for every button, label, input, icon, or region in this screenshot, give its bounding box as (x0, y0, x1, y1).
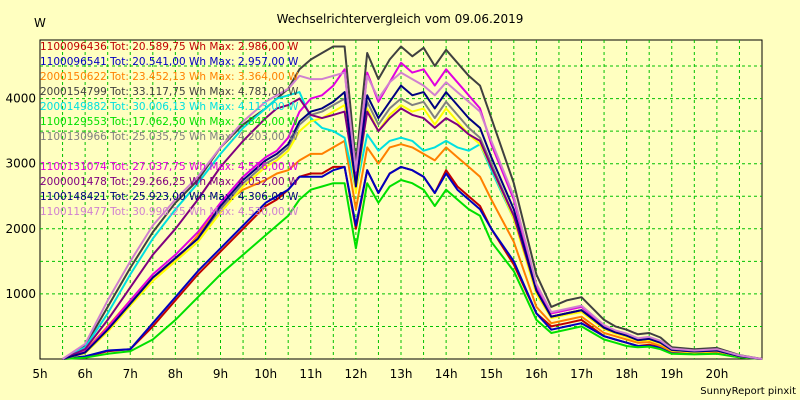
legend-entry: 2000149882 Tot: 30.006,13 Wh Max: 4.113,… (40, 101, 299, 113)
series-line (62, 179, 763, 360)
y-tick-label: 2000 (5, 222, 36, 236)
x-tick-label: 20h (705, 367, 728, 381)
legend-entry: 2000154799 Tot: 33.117,75 Wh Max: 4.781,… (40, 86, 299, 98)
series-line (62, 45, 763, 360)
legend-entry: 1100096541 Tot: 20.541,00 Wh Max: 2.957,… (40, 56, 299, 68)
y-tick-label: 3000 (5, 157, 36, 171)
legend-entry: 1100096436 Tot: 20.589,75 Wh Max: 2.986,… (40, 41, 299, 53)
y-tick-label: 4000 (5, 92, 36, 106)
y-axis-unit: W (34, 16, 46, 30)
x-tick-label: 19h (660, 367, 683, 381)
series-line (62, 71, 763, 360)
x-tick-label: 11h (299, 367, 322, 381)
legend-entry: 1100148421 Tot: 25.923,00 Wh Max: 4.306,… (40, 191, 299, 203)
x-tick-label: 10h (254, 367, 277, 381)
legend-entry: 2000001478 Tot: 29.266,25 Wh Max: 4.052,… (40, 176, 299, 188)
x-tick-label: 7h (123, 367, 138, 381)
legend-entry: 1100130966 Tot: 25.035,75 Wh Max: 4.203,… (40, 131, 299, 143)
x-tick-label: 17h (570, 367, 593, 381)
legend-entry: 1100129553 Tot: 17.062,50 Wh Max: 2.845,… (40, 116, 299, 128)
x-tick-label: 14h (435, 367, 458, 381)
x-tick-label: 6h (78, 367, 93, 381)
x-tick-label: 9h (213, 367, 228, 381)
series-line (62, 165, 763, 360)
legend-entry: 2000150622 Tot: 23.452,13 Wh Max: 3.364,… (40, 71, 299, 83)
chart-title: Wechselrichtervergleich vom 09.06.2019 (276, 12, 524, 26)
series-line (62, 139, 763, 360)
legend-entry: 1100131074 Tot: 27.037,75 Wh Max: 4.576,… (40, 161, 299, 173)
x-tick-label: 15h (480, 367, 503, 381)
x-tick-label: 12h (344, 367, 367, 381)
series-line (62, 84, 763, 360)
x-tick-label: 8h (168, 367, 183, 381)
x-tick-label: 18h (615, 367, 638, 381)
x-tick-label: 5h (32, 367, 47, 381)
x-tick-label: 16h (525, 367, 548, 381)
x-tick-label: 13h (390, 367, 413, 381)
legend-entry: 1100119477 Tot: 30.990,25 Wh Max: 4.530,… (40, 206, 299, 218)
y-tick-label: 1000 (5, 287, 36, 301)
credit-label: SunnyReport pinxit (700, 386, 796, 397)
